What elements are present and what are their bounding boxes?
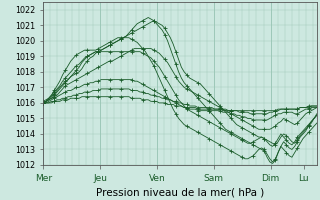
X-axis label: Pression niveau de la mer( hPa ): Pression niveau de la mer( hPa )	[96, 187, 264, 197]
